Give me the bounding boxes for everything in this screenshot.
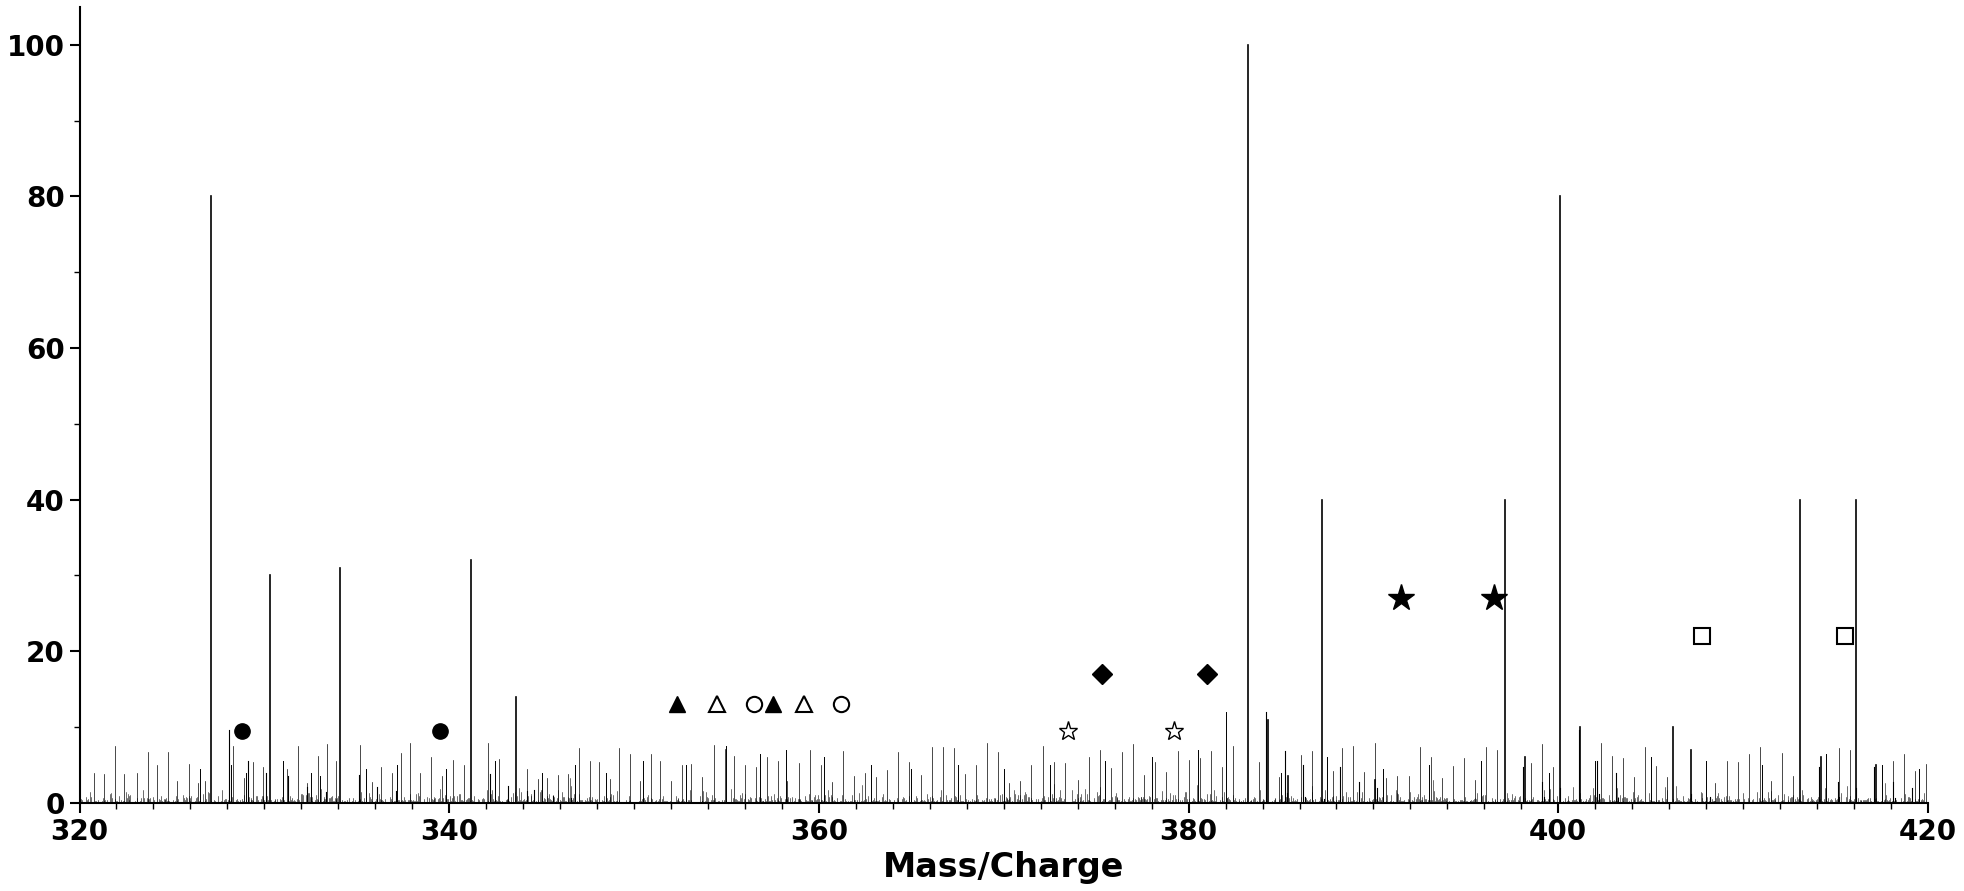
X-axis label: Mass/Charge: Mass/Charge: [884, 851, 1125, 884]
